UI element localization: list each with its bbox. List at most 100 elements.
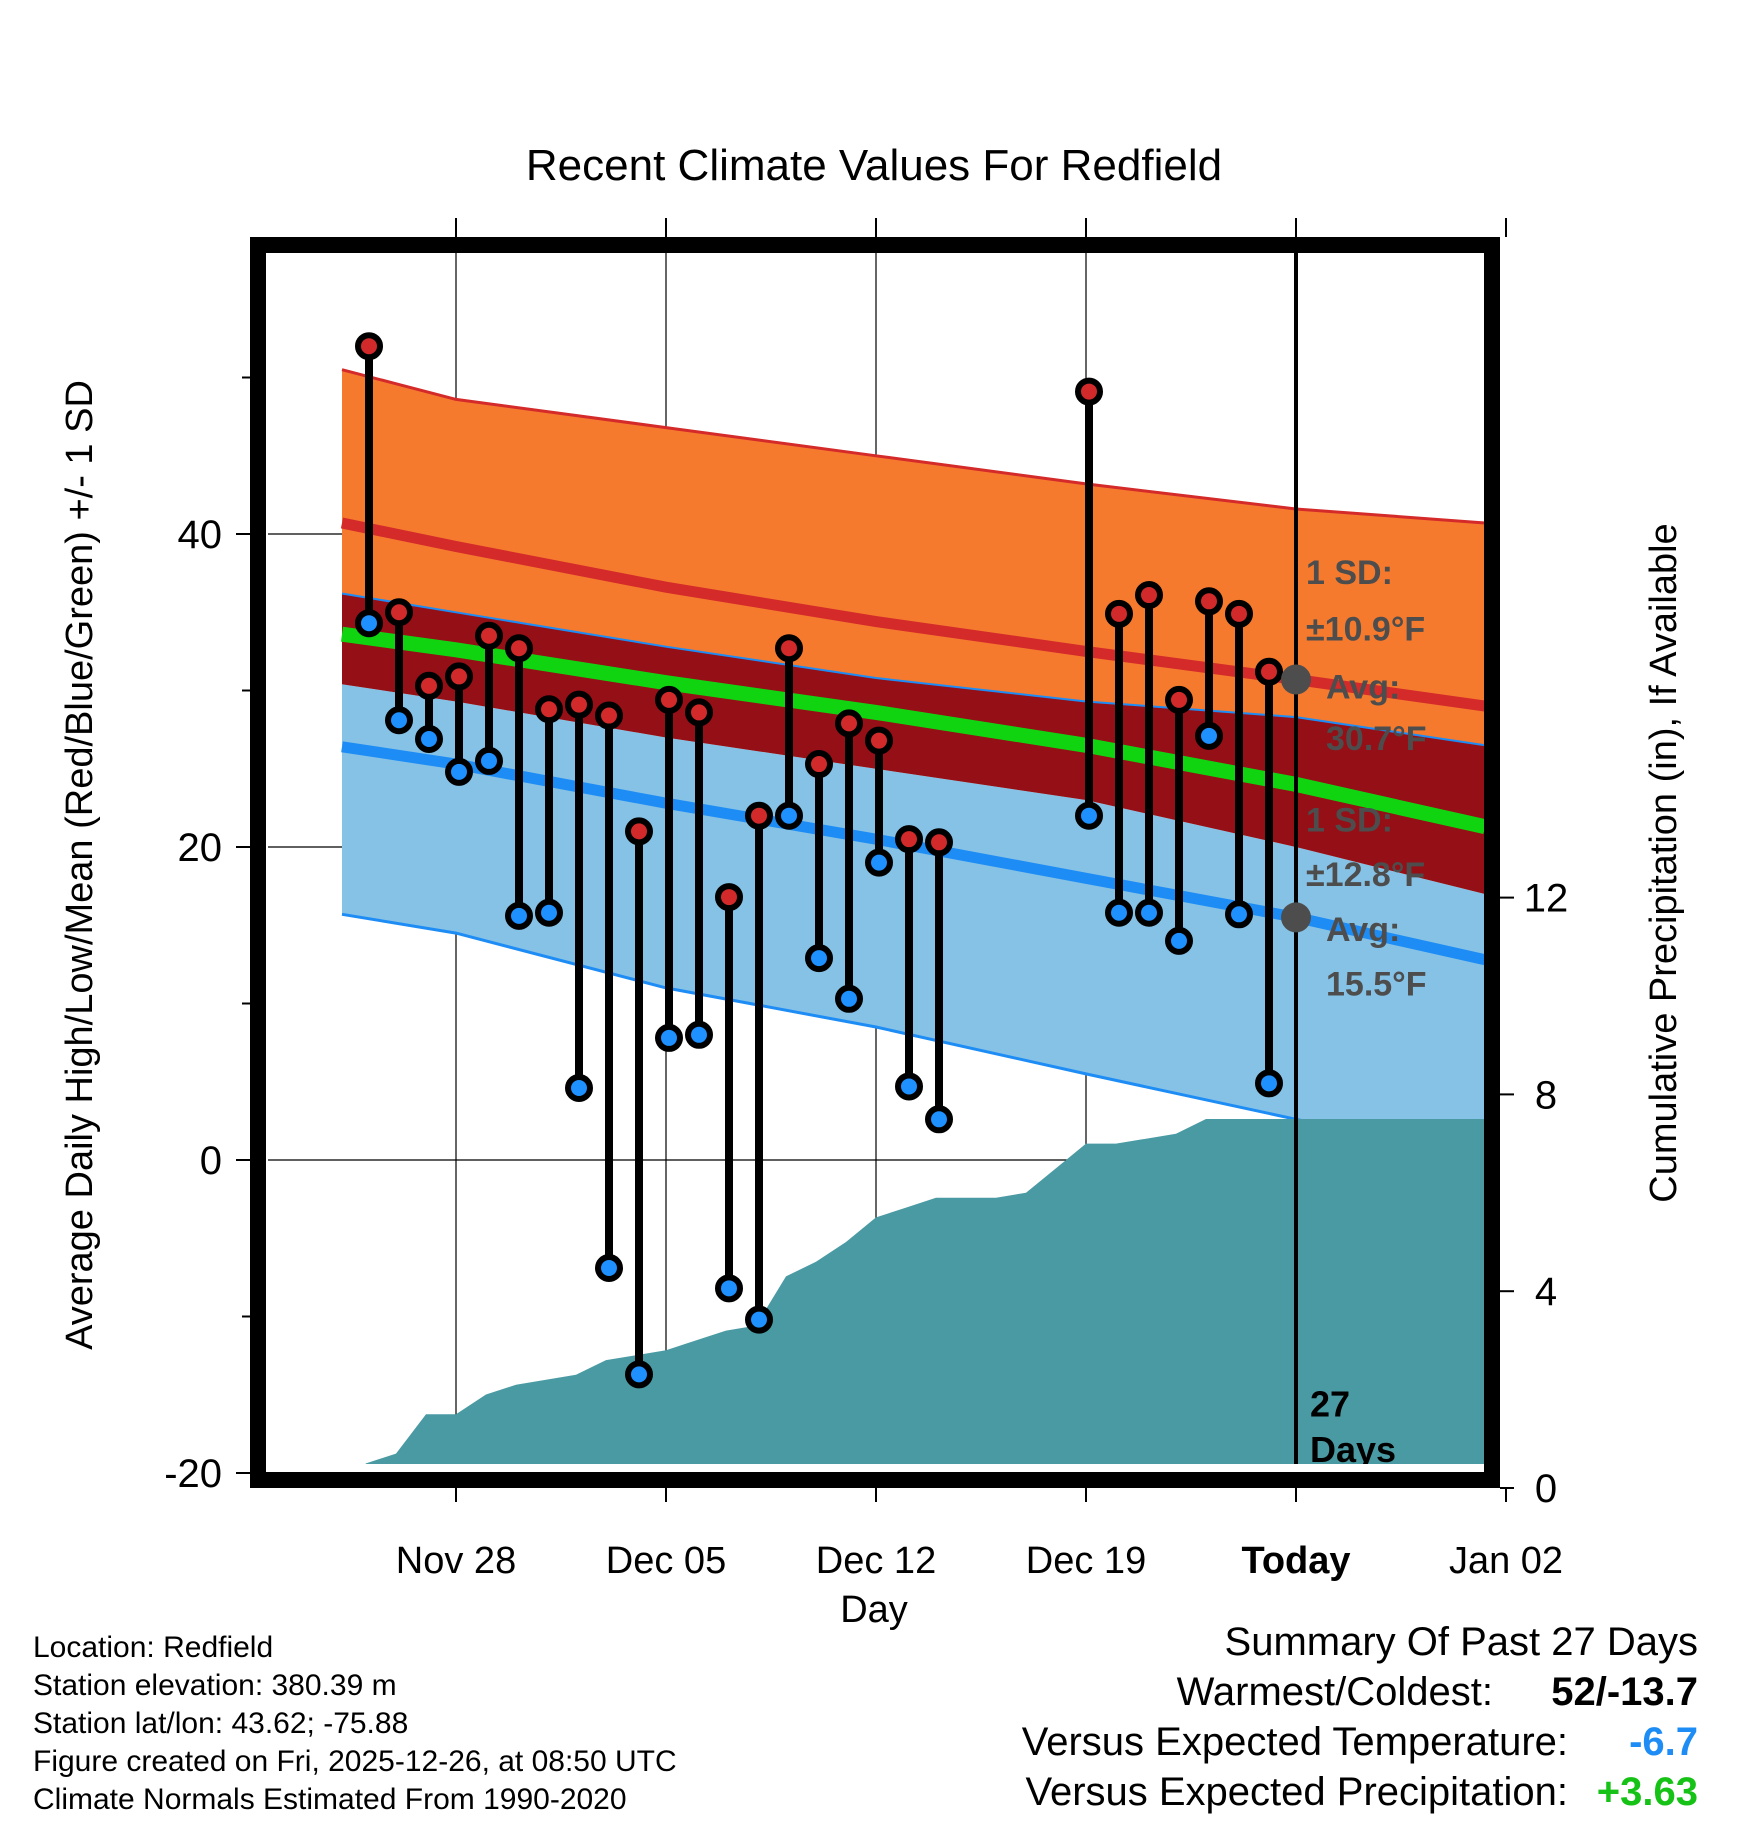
high-point bbox=[835, 709, 863, 738]
low-avg-marker bbox=[1281, 902, 1311, 933]
high-avg-value: 30.7°F bbox=[1326, 720, 1427, 758]
summary-warmest-value: 52/-13.7 bbox=[1551, 1670, 1698, 1714]
low-point bbox=[385, 706, 413, 735]
left-tick-label: 0 bbox=[200, 1139, 222, 1183]
x-tick-label: Nov 28 bbox=[396, 1540, 516, 1582]
days-count-number: 27 bbox=[1310, 1384, 1350, 1425]
low-sd-band bbox=[342, 684, 1485, 1160]
summary-title: Summary Of Past 27 Days bbox=[1224, 1620, 1698, 1664]
low-point bbox=[445, 757, 473, 786]
low-point bbox=[925, 1105, 953, 1134]
low-point bbox=[475, 746, 503, 775]
low-point bbox=[415, 725, 443, 754]
plot-area: 1 SD: ±10.9°F Avg: 30.7°F 1 SD: ±12.8°F Avg: 15… bbox=[268, 252, 1488, 1470]
low-point bbox=[1075, 801, 1103, 830]
low-point bbox=[595, 1253, 623, 1282]
low-point bbox=[655, 1023, 683, 1052]
x-tick-label: Jan 02 bbox=[1449, 1540, 1563, 1582]
chart-title: Recent Climate Values For Redfield bbox=[526, 141, 1222, 190]
low-point bbox=[1225, 900, 1253, 929]
left-tick-label: -20 bbox=[164, 1452, 222, 1496]
axes: -20 0 20 40 0 4 8 12 Nov 28 Dec 05 Dec 12 Dec 19 Tod… bbox=[164, 218, 1568, 1582]
low-avg-label: Avg: bbox=[1326, 911, 1400, 949]
summary-temp-value: -6.7 bbox=[1629, 1720, 1698, 1764]
left-tick-label: 40 bbox=[178, 513, 223, 557]
low-point bbox=[715, 1274, 743, 1303]
low-point bbox=[835, 984, 863, 1013]
info-normals: Climate Normals Estimated From 1990-2020 bbox=[33, 1783, 627, 1816]
high-point bbox=[625, 817, 653, 846]
low-point bbox=[505, 901, 533, 930]
right-tick-label: 0 bbox=[1535, 1467, 1557, 1511]
high-sd-label: 1 SD: bbox=[1306, 554, 1393, 592]
right-tick-label: 12 bbox=[1524, 877, 1569, 921]
high-avg-label: Avg: bbox=[1326, 668, 1400, 706]
summary-temp-label: Versus Expected Temperature: bbox=[1021, 1720, 1568, 1764]
high-point bbox=[565, 690, 593, 719]
plot-frame bbox=[250, 237, 1500, 1488]
low-sd-value: ±12.8°F bbox=[1306, 856, 1425, 894]
low-point bbox=[1165, 926, 1193, 955]
x-tick-label: Dec 12 bbox=[816, 1540, 936, 1582]
low-point bbox=[535, 898, 563, 927]
days-count-word: Days bbox=[1310, 1429, 1396, 1470]
low-point bbox=[895, 1072, 923, 1101]
high-avg-marker bbox=[1281, 664, 1311, 695]
right-tick-label: 8 bbox=[1535, 1073, 1557, 1117]
low-point bbox=[1105, 898, 1133, 927]
low-point bbox=[805, 944, 833, 973]
high-point bbox=[895, 825, 923, 854]
high-point bbox=[1105, 599, 1133, 628]
summary-precip-label: Versus Expected Precipitation: bbox=[1025, 1770, 1568, 1814]
high-point bbox=[535, 695, 563, 724]
high-point bbox=[805, 750, 833, 779]
left-tick-label: 20 bbox=[178, 826, 223, 870]
summary-warmest-label: Warmest/Coldest: bbox=[1176, 1670, 1493, 1714]
low-point bbox=[355, 609, 383, 638]
high-point bbox=[775, 634, 803, 663]
low-point bbox=[865, 848, 893, 877]
x-axis-label: Day bbox=[840, 1589, 908, 1631]
low-point bbox=[1195, 721, 1223, 750]
high-point bbox=[655, 685, 683, 714]
overlap-sd-band bbox=[342, 593, 1485, 894]
info-elevation: Station elevation: 380.39 m bbox=[33, 1669, 397, 1702]
high-point bbox=[1225, 599, 1253, 628]
high-point bbox=[715, 883, 743, 912]
high-point bbox=[1195, 587, 1223, 616]
x-tick-label: Dec 05 bbox=[606, 1540, 726, 1582]
right-tick-label: 4 bbox=[1535, 1270, 1557, 1314]
high-point bbox=[415, 671, 443, 700]
high-point bbox=[1255, 657, 1283, 686]
low-point bbox=[1255, 1069, 1283, 1098]
x-tick-label-today: Today bbox=[1241, 1540, 1350, 1582]
high-point bbox=[745, 801, 773, 830]
x-tick-label: Dec 19 bbox=[1026, 1540, 1146, 1582]
low-avg-value: 15.5°F bbox=[1326, 966, 1427, 1004]
high-point bbox=[925, 828, 953, 857]
low-point bbox=[775, 801, 803, 830]
high-point bbox=[445, 662, 473, 691]
high-point bbox=[865, 726, 893, 755]
high-point bbox=[1165, 685, 1193, 714]
high-point bbox=[475, 621, 503, 650]
low-point bbox=[1135, 898, 1163, 927]
high-point bbox=[355, 332, 383, 361]
low-point bbox=[625, 1360, 653, 1389]
high-point bbox=[595, 701, 623, 730]
station-info: Location: Redfield Station elevation: 38… bbox=[33, 1629, 677, 1819]
y-axis-label-left: Average Daily High/Low/Mean (Red/Blue/Gr… bbox=[59, 380, 101, 1350]
high-point bbox=[505, 634, 533, 663]
low-point bbox=[565, 1074, 593, 1103]
high-sd-value: ±10.9°F bbox=[1306, 610, 1425, 648]
high-point bbox=[1135, 581, 1163, 610]
info-created: Figure created on Fri, 2025-12-26, at 08… bbox=[33, 1745, 677, 1778]
low-point bbox=[685, 1020, 713, 1049]
high-point bbox=[1075, 377, 1103, 406]
low-sd-label: 1 SD: bbox=[1306, 801, 1393, 839]
info-latlon: Station lat/lon: 43.62; -75.88 bbox=[33, 1707, 409, 1740]
high-point bbox=[385, 598, 413, 627]
y-axis-label-right: Cumulative Precipitation (in), If Availa… bbox=[1643, 523, 1685, 1202]
low-point bbox=[745, 1305, 773, 1334]
